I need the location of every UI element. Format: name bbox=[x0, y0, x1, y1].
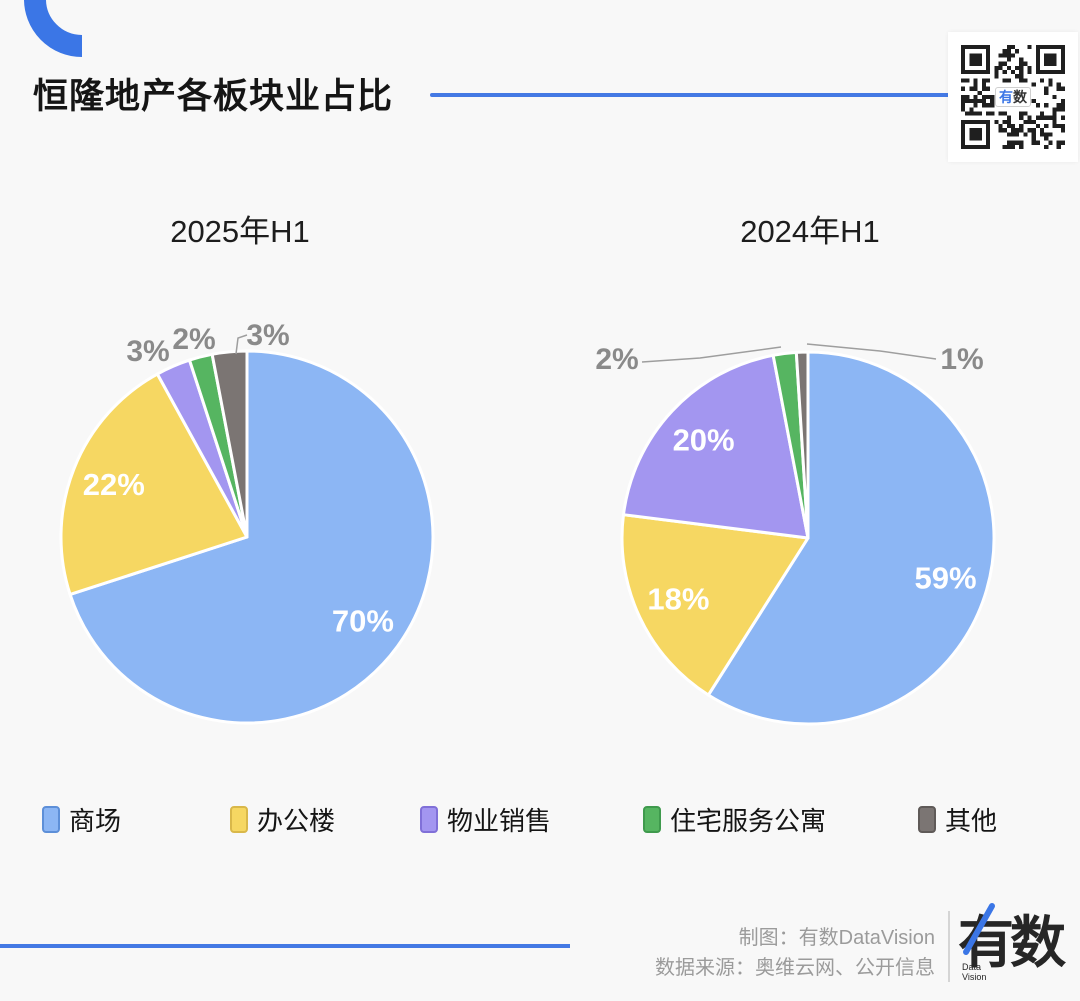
callout-2025-serviced-apartments: 2% bbox=[172, 323, 216, 356]
legend-swatch-mall bbox=[42, 805, 60, 833]
brand-logo: 有数 Data Vision bbox=[958, 900, 1074, 992]
pie-inside-label-2: 20% bbox=[673, 423, 735, 458]
pie-chart-2025-h1: 70% 22% bbox=[59, 349, 435, 725]
title-rule-line bbox=[430, 93, 950, 97]
brand-logo-text: 有数 bbox=[958, 911, 1066, 974]
pie-inside-label-0: 59% bbox=[914, 561, 976, 596]
legend-swatch-office bbox=[230, 805, 248, 833]
chart-title-2024-h1: 2024年H1 bbox=[740, 214, 880, 249]
footer-source: 数据来源：奥维云网、公开信息 bbox=[655, 957, 935, 979]
legend-swatch-serviced-apartments bbox=[643, 805, 661, 833]
corner-arc-path bbox=[24, 0, 83, 57]
brand-logo-subtext: Data Vision bbox=[962, 962, 986, 982]
legend-item-serviced-apartments: 住宅服务公寓 bbox=[643, 804, 826, 836]
chart-title-2025-h1: 2025年H1 bbox=[170, 214, 310, 249]
callout-2024-serviced-apartments: 2% bbox=[595, 343, 639, 376]
pie-inside-label-1: 18% bbox=[647, 582, 709, 617]
brand-logo-subtext-line2: Vision bbox=[962, 972, 987, 982]
brand-logo-subtext-line1: Data bbox=[962, 962, 982, 972]
legend-label-office: 办公楼 bbox=[257, 805, 336, 836]
callout-2025-property-sales: 3% bbox=[126, 335, 170, 368]
brand-logo-blue-stroke-path bbox=[963, 903, 995, 955]
pie-chart-2024-h1: 59% 18% 20% bbox=[620, 350, 996, 726]
footer-credit: 制图：有数DataVision bbox=[738, 927, 935, 949]
pie-slice-0 bbox=[706, 350, 996, 726]
footer-divider bbox=[948, 911, 950, 982]
pie-inside-label-0: 70% bbox=[332, 604, 394, 639]
qr-center-badge: 有数 bbox=[995, 87, 1031, 107]
qr-badge-char-1: 有 bbox=[999, 89, 1013, 105]
corner-arc-decoration bbox=[24, 0, 83, 57]
legend-item-office: 办公楼 bbox=[230, 804, 335, 836]
legend-item-mall: 商场 bbox=[42, 804, 121, 836]
pie-inside-label-1: 22% bbox=[83, 467, 145, 502]
callout-2025-others: 3% bbox=[246, 319, 290, 352]
pie-slice-1 bbox=[59, 372, 249, 596]
qr-code-card: 有数 bbox=[948, 32, 1078, 162]
bottom-rule-line bbox=[0, 944, 570, 948]
legend-label-mall: 商场 bbox=[69, 805, 122, 836]
pie-slice-0 bbox=[68, 349, 435, 725]
legend-swatch-property-sales bbox=[420, 805, 438, 833]
callout-2024-others: 1% bbox=[940, 343, 984, 376]
page-title: 恒隆地产各板块业占比 bbox=[33, 77, 394, 116]
legend-label-others: 其他 bbox=[945, 805, 998, 836]
legend-label-serviced-apartments: 住宅服务公寓 bbox=[670, 805, 827, 836]
brand-logo-blue-stroke-icon bbox=[963, 903, 995, 955]
pie-slice-1 bbox=[620, 513, 810, 697]
legend-item-others: 其他 bbox=[918, 804, 997, 836]
qr-center-label: 有数 bbox=[948, 32, 1078, 162]
legend-label-property-sales: 物业销售 bbox=[447, 805, 552, 836]
qr-badge-char-2: 数 bbox=[1013, 89, 1027, 105]
legend-item-property-sales: 物业销售 bbox=[420, 804, 551, 836]
legend-swatch-others bbox=[918, 805, 936, 833]
